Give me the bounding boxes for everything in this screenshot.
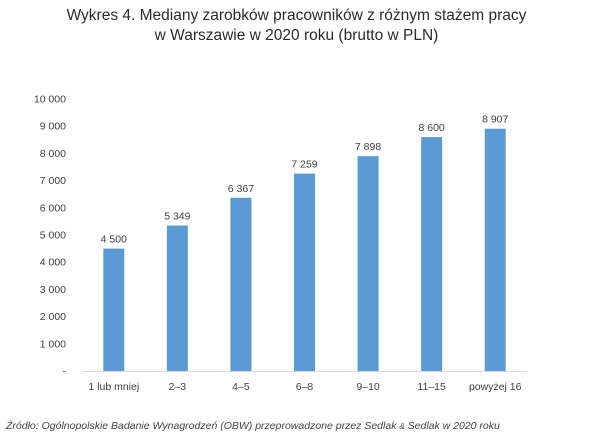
bar [357, 156, 379, 371]
y-tick-label: 10 000 [34, 94, 66, 106]
bar [294, 173, 315, 371]
y-tick-label: - [63, 366, 67, 378]
x-tick-label: 1 lub mniej [88, 381, 139, 393]
y-tick-label: 3 000 [40, 284, 66, 296]
chart-title-line-1: Wykres 4. Mediany zarobków pracowników z… [66, 7, 527, 24]
bar [103, 248, 125, 371]
x-tick-label: 6–8 [296, 381, 314, 393]
x-tick-label: 9–10 [356, 381, 380, 393]
source-note-text-end: Sedlak w 2020 roku [404, 420, 500, 432]
source-note: Źródło: Ogólnopolskie Badanie Wynagrodze… [6, 420, 500, 432]
chart-title: Wykres 4. Mediany zarobków pracowników z… [0, 6, 593, 46]
x-tick-label: 11–15 [417, 381, 446, 393]
y-tick-label: 1 000 [40, 338, 66, 350]
bar-value-label: 5 349 [164, 211, 190, 223]
bar-value-label: 6 367 [228, 183, 254, 195]
bar [421, 137, 443, 371]
bar-value-label: 7 898 [355, 141, 381, 153]
y-tick-label: 4 000 [40, 257, 66, 269]
bar [484, 128, 506, 371]
bar [230, 197, 252, 371]
source-note-text: Źródło: Ogólnopolskie Badanie Wynagrodze… [6, 420, 400, 432]
y-tick-label: 7 000 [40, 175, 66, 187]
bar-value-label: 4 500 [101, 234, 127, 246]
y-tick-label: 5 000 [40, 230, 66, 242]
y-tick-label: 9 000 [40, 121, 66, 133]
bar-value-label: 7 259 [291, 159, 317, 171]
source-note-ampersand: & [399, 422, 405, 431]
y-tick-label: 2 000 [40, 311, 66, 323]
x-tick-label: 2–3 [169, 381, 187, 393]
y-tick-label: 6 000 [40, 202, 66, 214]
bar-value-label: 8 600 [419, 122, 445, 134]
y-tick-label: 8 000 [40, 148, 66, 160]
x-tick-label: 4–5 [232, 381, 250, 393]
x-tick-label: powyżej 16 [469, 381, 522, 393]
bar [166, 225, 188, 371]
bar-value-label: 8 907 [482, 114, 508, 126]
chart-title-line-2: w Warszawie w 2020 roku (brutto w PLN) [154, 27, 439, 44]
